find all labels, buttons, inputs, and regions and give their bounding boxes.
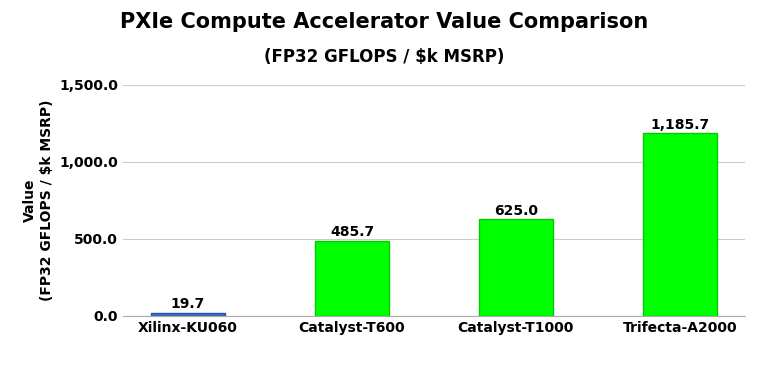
Text: 485.7: 485.7 xyxy=(330,225,374,239)
Bar xyxy=(315,241,389,316)
Text: 625.0: 625.0 xyxy=(494,204,538,218)
Text: 1,185.7: 1,185.7 xyxy=(650,117,710,132)
Text: PXIe Compute Accelerator Value Comparison: PXIe Compute Accelerator Value Compariso… xyxy=(120,12,648,32)
Bar xyxy=(151,313,225,316)
Text: (FP32 GFLOPS / $k MSRP): (FP32 GFLOPS / $k MSRP) xyxy=(264,48,504,66)
Y-axis label: Value
(FP32 GFLOPS / $k MSRP): Value (FP32 GFLOPS / $k MSRP) xyxy=(23,99,54,301)
Bar xyxy=(643,133,717,316)
Text: 19.7: 19.7 xyxy=(171,297,205,311)
Bar xyxy=(479,219,553,316)
